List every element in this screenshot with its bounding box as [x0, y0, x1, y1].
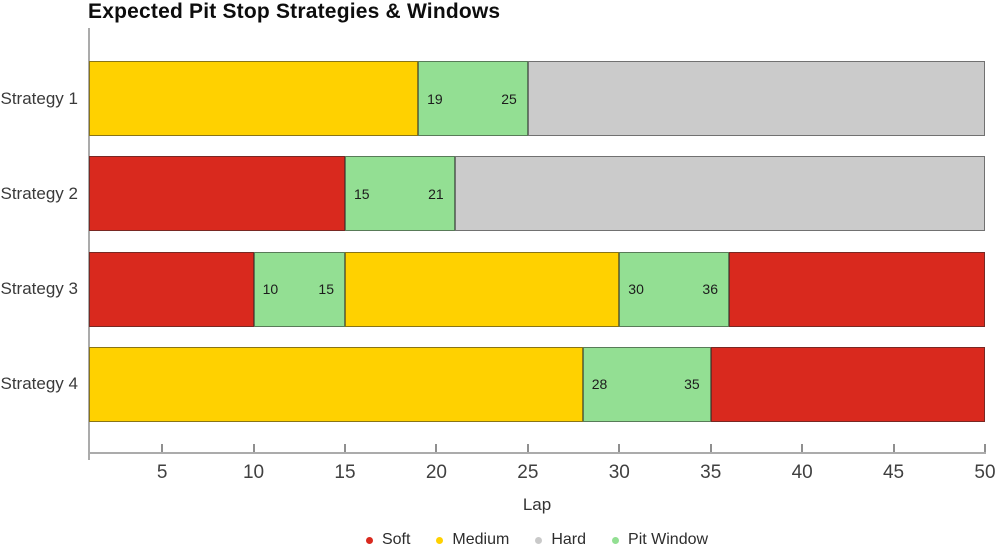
x-tick	[984, 444, 986, 452]
x-tick	[526, 444, 529, 452]
bar-segment-soft	[89, 251, 254, 327]
bar-segment-pit-window: 15 21	[345, 156, 455, 232]
bar-segment-pit-window: 30 36	[619, 251, 729, 327]
y-axis-line	[88, 28, 90, 460]
bar-row-1: 19 25	[89, 61, 985, 136]
x-tick-label: 35	[700, 462, 722, 483]
x-tick-label: 45	[882, 462, 905, 483]
x-axis-line	[89, 452, 986, 454]
x-tick	[435, 444, 438, 452]
legend: Soft Medium Hard Pit Window	[89, 531, 985, 549]
pit-window-start-label: 15	[354, 185, 370, 202]
bar-segment-hard	[527, 61, 985, 136]
legend-item-soft: Soft	[365, 531, 411, 549]
legend-label: Hard	[551, 531, 587, 548]
y-axis-label-2: Strategy 2	[0, 183, 79, 203]
bar-segment-medium	[89, 346, 583, 422]
pit-window-end-label: 36	[702, 281, 718, 298]
legend-item-medium: Medium	[436, 531, 509, 549]
legend-label: Soft	[381, 531, 411, 548]
x-tick	[618, 444, 621, 452]
x-tick-label: 50	[974, 462, 996, 483]
pit-window-start-label: 28	[591, 376, 608, 393]
x-tick-label: 5	[156, 462, 168, 483]
bar-segment-pit-window: 10 15	[253, 251, 345, 327]
pit-window-start-label: 30	[628, 281, 644, 298]
y-axis-label-1: Strategy 1	[0, 88, 79, 108]
bar-row-3: 10 15 30 36	[89, 251, 985, 327]
pit-window-start-label: 19	[427, 90, 443, 107]
y-axis-label-4: Strategy 4	[0, 374, 79, 394]
legend-dot-soft	[365, 536, 373, 544]
bar-row-4: 28 35	[89, 346, 985, 422]
legend-item-hard: Hard	[535, 531, 586, 549]
x-tick	[344, 444, 346, 452]
x-tick	[801, 444, 804, 452]
legend-dot-medium	[436, 536, 444, 544]
x-tick-label: 40	[791, 462, 813, 483]
legend-item-pit-window: Pit Window	[612, 531, 708, 549]
legend-dot-pit-window	[612, 536, 620, 544]
bar-row-2: 15 21	[89, 156, 985, 232]
bar-segment-pit-window: 28 35	[582, 346, 711, 422]
chart-title: Expected Pit Stop Strategies & Windows	[88, 0, 501, 23]
x-tick	[892, 444, 895, 452]
bar-segment-soft	[710, 346, 985, 422]
pit-window-end-label: 21	[428, 185, 444, 202]
y-axis-label-3: Strategy 3	[0, 279, 79, 299]
bar-segment-hard	[454, 156, 985, 232]
bar-segment-soft	[729, 251, 985, 327]
pit-window-start-label: 10	[262, 281, 279, 298]
legend-dot-hard	[535, 536, 543, 544]
pit-window-end-label: 25	[501, 90, 517, 107]
bar-segment-medium	[345, 251, 620, 327]
bar-segment-pit-window: 19 25	[418, 61, 528, 136]
x-tick	[161, 444, 164, 452]
plot-area: 19 25 15 21 10 15 30 36 28 35	[89, 28, 985, 453]
bar-segment-soft	[89, 156, 345, 232]
x-tick	[252, 444, 255, 452]
legend-label: Pit Window	[628, 531, 709, 548]
pit-window-end-label: 15	[318, 281, 334, 298]
x-tick-label: 10	[242, 462, 265, 483]
x-tick-label: 25	[517, 462, 539, 483]
legend-label: Medium	[452, 531, 510, 548]
x-tick-label: 15	[334, 462, 356, 483]
x-axis-title: Lap	[522, 495, 552, 514]
pit-window-end-label: 35	[684, 376, 700, 393]
x-tick	[709, 444, 712, 452]
x-tick-label: 30	[608, 462, 630, 483]
bar-segment-medium	[89, 61, 419, 136]
x-tick-label: 20	[425, 462, 447, 483]
